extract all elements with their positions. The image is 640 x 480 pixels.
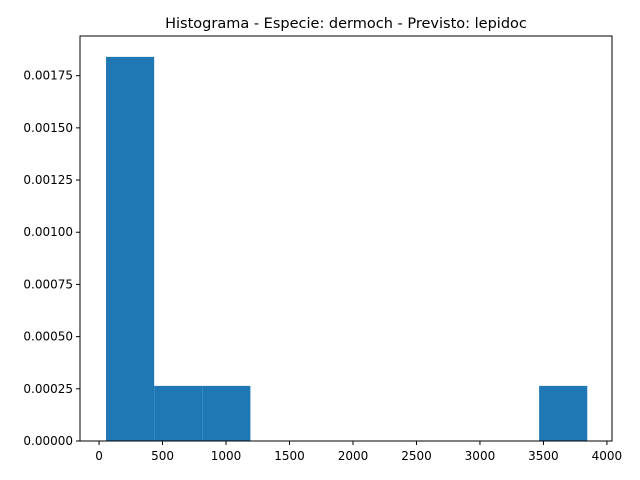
histogram-bar-9	[539, 385, 588, 441]
histogram-bar-2	[202, 385, 251, 441]
bars-group	[106, 56, 588, 442]
y-tick-label-2: 0.00050	[23, 330, 73, 344]
x-tick-label-3: 1500	[274, 449, 305, 463]
x-tick-label-4: 2000	[338, 449, 369, 463]
x-tick-label-1: 500	[151, 449, 174, 463]
y-tick-label-7: 0.00175	[23, 69, 73, 83]
x-tick-label-8: 4000	[592, 449, 623, 463]
y-tick-label-6: 0.00150	[23, 121, 73, 135]
x-tick-label-6: 3000	[465, 449, 496, 463]
plot-frame	[79, 35, 613, 442]
y-tick-label-3: 0.00075	[23, 277, 73, 291]
x-tick-label-0: 0	[95, 449, 103, 463]
x-axis: 0 500 1000 1500 2000 2500 3000 3500 4000	[95, 441, 622, 463]
y-tick-label-1: 0.00025	[23, 382, 73, 396]
x-tick-label-5: 2500	[401, 449, 432, 463]
histogram-bar-0	[106, 56, 155, 442]
y-tick-label-4: 0.00100	[23, 225, 73, 239]
chart-title: Histograma - Especie: dermoch - Previsto…	[165, 16, 527, 32]
histogram-bar-1	[154, 385, 203, 441]
x-tick-label-7: 3500	[528, 449, 559, 463]
x-tick-label-2: 1000	[211, 449, 242, 463]
y-axis: 0.00000 0.00025 0.00050 0.00075 0.00100 0.001…	[23, 69, 80, 448]
y-tick-label-0: 0.00000	[23, 434, 73, 448]
y-tick-label-5: 0.00125	[23, 173, 73, 187]
